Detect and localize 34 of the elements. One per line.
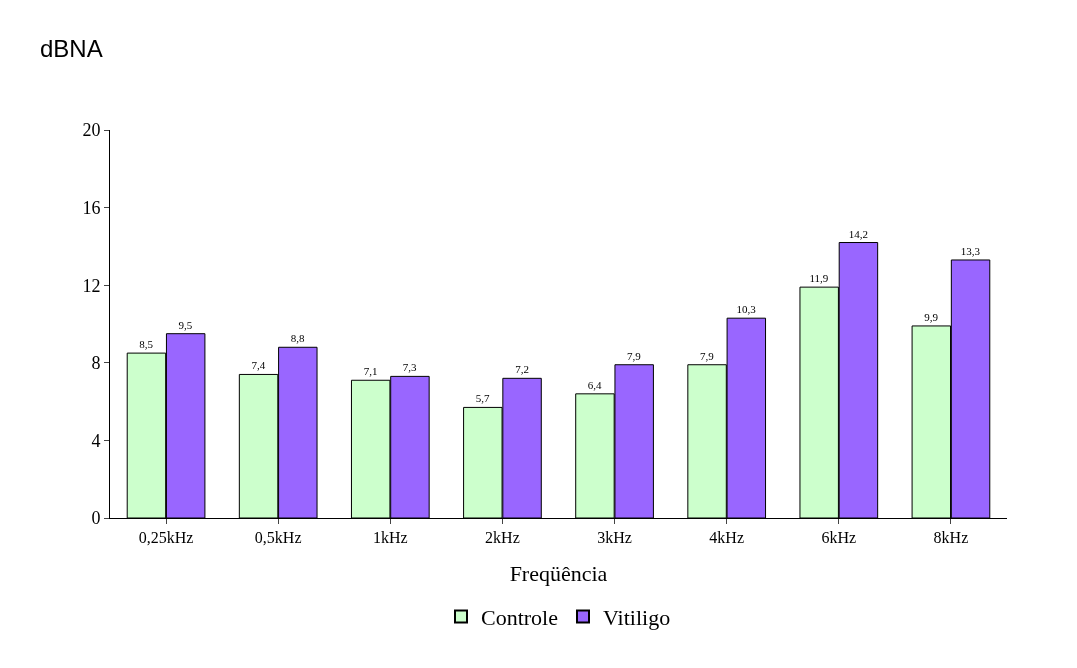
data-label: 11,9 (809, 272, 829, 285)
data-label: 7,3 (402, 361, 418, 374)
x-tick-label: 4kHz (709, 529, 745, 547)
legend-label: Controle (481, 604, 558, 630)
x-tick-label: 2kHz (485, 529, 520, 547)
x-tick-label: 0,25kHz (138, 529, 194, 547)
data-label: 7,4 (251, 359, 266, 372)
x-tick-label: 8kHz (933, 529, 969, 547)
legend-label: Vitiligo (603, 604, 671, 630)
y-tick-label: 4 (91, 430, 101, 451)
data-label: 14,2 (848, 227, 869, 240)
data-label: 13,3 (960, 244, 981, 257)
data-label: 7,9 (699, 349, 715, 362)
data-label: 5,7 (475, 392, 490, 405)
data-label: 7,9 (627, 349, 642, 362)
data-label: 6,4 (587, 378, 603, 391)
y-tick-label: 8 (91, 353, 101, 374)
y-axis-title: dBNA (40, 35, 103, 62)
data-label: 7,2 (515, 363, 529, 376)
data-label: 7,1 (363, 365, 378, 378)
data-label: 10,3 (736, 303, 757, 316)
x-tick-label: 6kHz (821, 529, 857, 547)
y-tick-label: 12 (82, 275, 101, 296)
x-axis-title: Freqüência (509, 561, 608, 587)
data-label: 8,8 (290, 332, 305, 345)
data-label: 9,5 (178, 318, 193, 331)
x-tick-label: 3kHz (597, 529, 632, 547)
x-tick-label: 1kHz (372, 529, 408, 547)
y-tick-label: 0 (91, 508, 101, 529)
y-tick-label: 20 (82, 120, 101, 141)
x-tick-label: 0,5kHz (254, 529, 302, 547)
y-tick-label: 16 (82, 197, 101, 218)
data-label: 8,5 (139, 338, 154, 351)
data-label: 9,9 (924, 310, 939, 323)
